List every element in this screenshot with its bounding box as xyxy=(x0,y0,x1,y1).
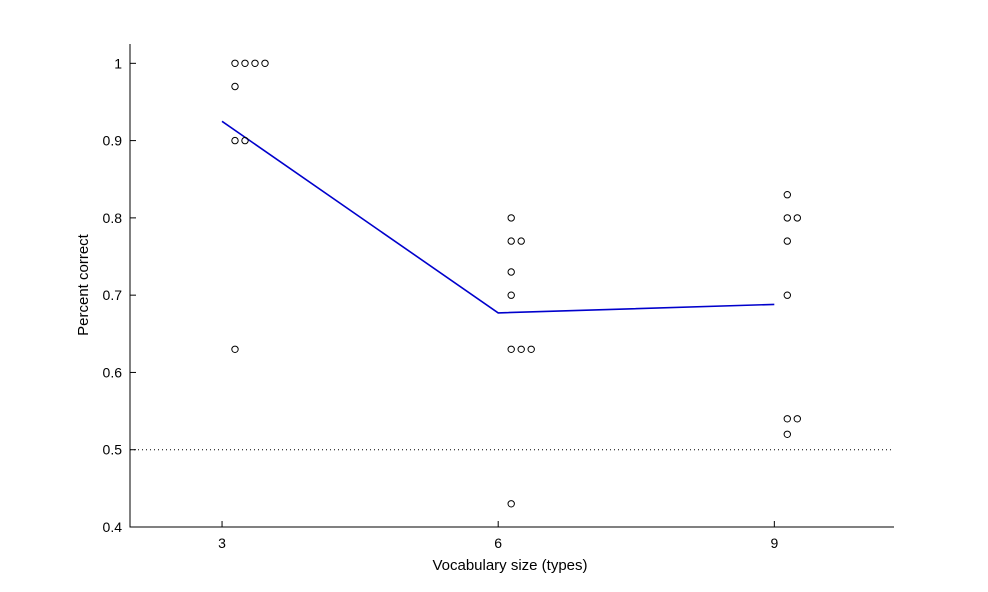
y-tick-label: 0.9 xyxy=(103,133,123,149)
plot-area xyxy=(130,44,894,527)
data-point xyxy=(231,59,239,67)
data-point xyxy=(507,214,515,222)
data-point xyxy=(231,345,239,353)
mean-line-layer xyxy=(221,120,775,314)
y-tick-label: 0.6 xyxy=(103,364,123,380)
data-point xyxy=(517,237,525,245)
y-tick-label: 0.7 xyxy=(103,287,123,303)
data-point xyxy=(783,291,791,299)
data-point xyxy=(507,268,515,276)
data-point xyxy=(793,415,801,423)
data-point xyxy=(517,345,525,353)
data-point xyxy=(783,430,791,438)
data-point xyxy=(507,237,515,245)
data-point xyxy=(527,345,535,353)
data-point xyxy=(783,237,791,245)
data-point xyxy=(507,291,515,299)
y-axis-label: Percent correct xyxy=(75,233,92,336)
data-point xyxy=(793,214,801,222)
data-point xyxy=(783,191,791,199)
data-points-layer xyxy=(231,59,801,508)
data-point xyxy=(241,59,249,67)
y-tick-label: 0.5 xyxy=(103,442,123,458)
data-point xyxy=(251,59,259,67)
x-tick-label: 3 xyxy=(218,535,226,551)
x-tick-label: 6 xyxy=(494,535,502,551)
data-point xyxy=(783,214,791,222)
data-point xyxy=(507,345,515,353)
x-axis-label: Vocabulary size (types) xyxy=(432,557,587,574)
data-point xyxy=(231,82,239,91)
x-ticks-layer: 3 6 9 xyxy=(218,521,778,551)
y-tick-label: 0.4 xyxy=(103,519,123,535)
data-point xyxy=(261,59,269,67)
y-tick-label: 1 xyxy=(114,55,122,71)
data-point xyxy=(507,500,515,508)
y-ticks-layer: 0.4 0.5 0.6 0.7 0.8 0.9 1 xyxy=(103,55,136,535)
data-point xyxy=(231,136,239,145)
y-tick-label: 0.8 xyxy=(103,210,123,226)
data-point xyxy=(783,415,791,423)
mean-line xyxy=(221,120,775,314)
x-tick-label: 9 xyxy=(770,535,778,551)
data-point xyxy=(241,136,249,145)
